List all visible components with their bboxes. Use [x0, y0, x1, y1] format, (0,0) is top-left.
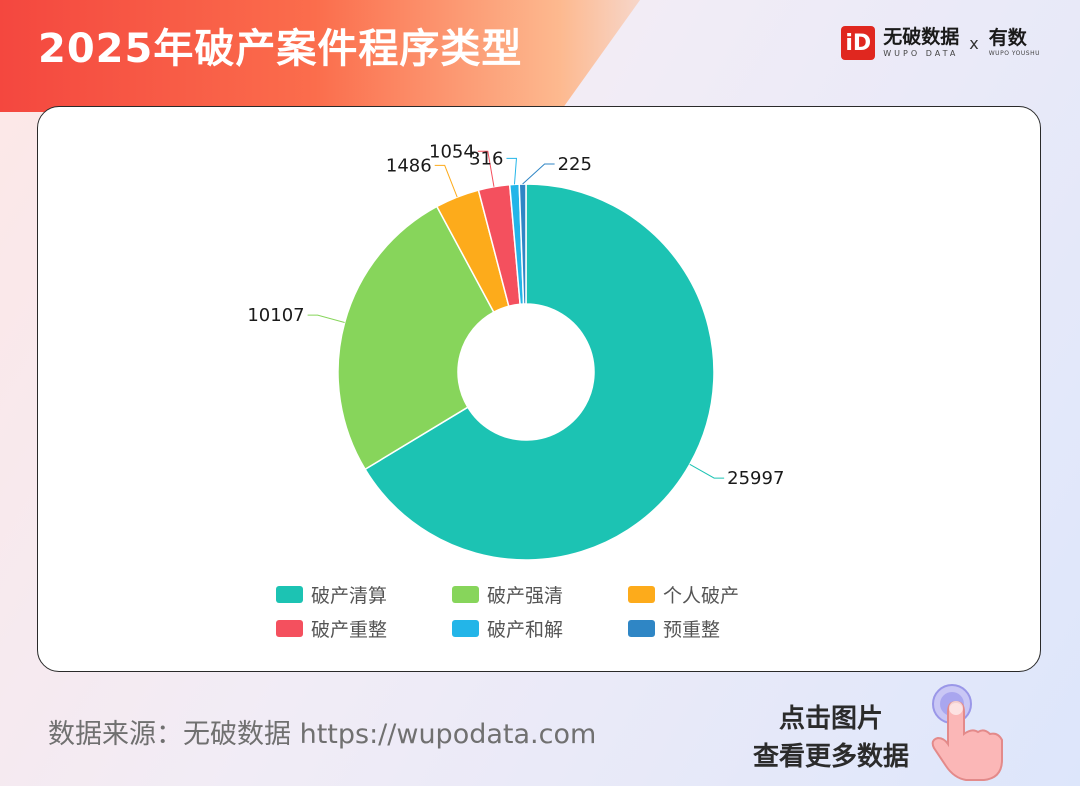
header-band [0, 0, 640, 112]
legend-item[interactable]: 破产清算 [276, 577, 452, 611]
data-label-4: 1054 [429, 141, 475, 162]
data-label-6: 225 [558, 154, 592, 175]
cta-line-2[interactable]: 查看更多数据 [752, 742, 909, 772]
legend-swatch [452, 619, 479, 637]
page-title: 2025年破产案件程序类型 [38, 26, 523, 72]
legend-swatch [276, 619, 303, 637]
slice-6 [518, 183, 527, 305]
legend-item[interactable]: 个人破产 [628, 577, 804, 611]
leader-line-5 [506, 157, 518, 185]
brand-logo: iD 无破数据 WUPO DATA x 有数 WUPO YOUSHU [841, 26, 1040, 60]
cta-line-1[interactable]: 点击图片 [778, 704, 883, 734]
data-label-5: 316 [469, 148, 503, 169]
leader-line-1 [689, 463, 725, 479]
legend-row: 破产清算 破产强清 个人破产 [38, 577, 1042, 611]
brand-name: 无破数据 [883, 26, 960, 48]
view-more-cta[interactable]: 点击图片 查看更多数据 [736, 700, 926, 776]
data-source: 数据来源：无破数据 https://wupodata.com [48, 719, 597, 750]
legend-swatch [628, 619, 655, 637]
slice-1 [364, 183, 715, 561]
legend-row: 破产重整 破产和解 预重整 [38, 611, 1042, 645]
slice-2 [337, 205, 495, 471]
brand-separator: x [969, 33, 979, 53]
legend-swatch [628, 585, 655, 603]
legend-label: 破产清算 [311, 584, 388, 607]
data-label-3: 1486 [386, 155, 432, 176]
leader-line-4 [477, 150, 495, 187]
data-label-2: 10107 [247, 305, 304, 326]
partner-name: 有数 [988, 27, 1027, 49]
legend-item[interactable]: 破产重整 [276, 611, 452, 645]
data-label-1: 25997 [727, 468, 784, 489]
wupo-logo-icon: iD [841, 26, 876, 60]
legend-item[interactable]: 破产和解 [452, 611, 628, 645]
pointing-hand-icon[interactable] [926, 682, 1016, 782]
partner-subtitle: WUPO YOUSHU [988, 50, 1040, 57]
leader-line-3 [434, 164, 458, 198]
leader-line-2 [307, 314, 345, 323]
legend-label: 破产重整 [311, 618, 388, 641]
legend-swatch [452, 585, 479, 603]
leader-line-6 [522, 163, 555, 185]
legend-swatch [276, 585, 303, 603]
brand-subtitle: WUPO DATA [883, 49, 959, 58]
chart-legend: 破产清算 破产强清 个人破产破产重整 破产和解 预重整 [38, 577, 1042, 645]
legend-label: 个人破产 [663, 584, 740, 607]
chart-card: 25997 10107 1486 1054 316 225 破产清算 破产强清 个人破产破产重… [37, 106, 1041, 672]
legend-label: 预重整 [663, 618, 721, 641]
legend-item[interactable]: 破产强清 [452, 577, 628, 611]
legend-item[interactable]: 预重整 [628, 611, 804, 645]
legend-label: 破产和解 [487, 618, 564, 641]
legend-label: 破产强清 [487, 584, 564, 607]
